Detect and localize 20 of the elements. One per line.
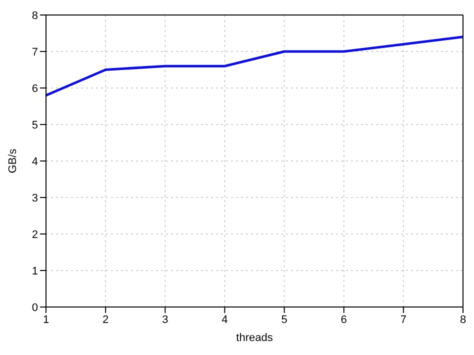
- y-tick-label: 5: [32, 119, 38, 132]
- y-tick-label: 2: [32, 228, 38, 241]
- x-tick-label: 6: [340, 314, 347, 326]
- x-tick-label: 2: [102, 314, 109, 326]
- x-tick-label: 8: [460, 314, 466, 326]
- y-tick-label: 1: [32, 265, 38, 278]
- y-tick-label: 4: [32, 156, 38, 168]
- x-tick-label: 7: [400, 314, 406, 326]
- y-tick-label: 3: [32, 192, 38, 204]
- y-tick-label: 8: [32, 10, 38, 22]
- y-tick-label: 0: [32, 302, 38, 314]
- y-axis-title: GB/s: [6, 148, 19, 174]
- x-tick-label: 3: [162, 314, 168, 326]
- y-tick-label: 7: [32, 46, 38, 58]
- x-axis-title: threads: [236, 332, 274, 344]
- x-tick-label: 4: [222, 314, 228, 326]
- line-series: [46, 36, 463, 97]
- x-tick-label: 5: [281, 314, 288, 326]
- x-tick-label: 1: [42, 314, 50, 326]
- y-tick-label: 6: [32, 82, 38, 95]
